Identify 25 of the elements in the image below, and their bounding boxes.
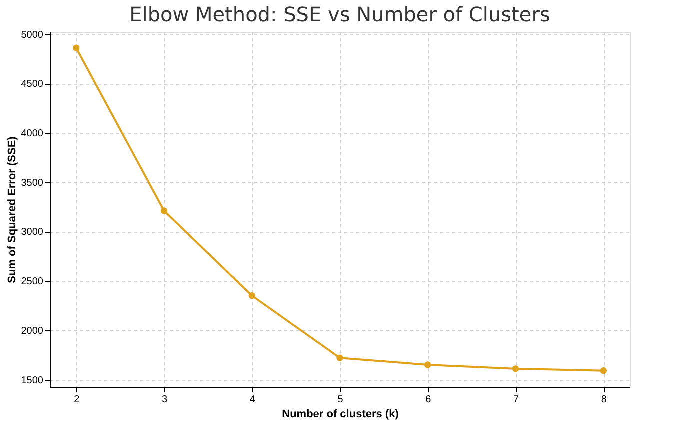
- x-tick-label: 6: [426, 394, 432, 406]
- chart-title: Elbow Method: SSE vs Number of Clusters: [130, 2, 550, 26]
- point: [336, 354, 344, 362]
- point: [600, 368, 607, 374]
- y-tick-label: 2500: [21, 276, 44, 288]
- x-axis-title: Number of clusters (k): [282, 408, 400, 420]
- y-tick-label: 3500: [21, 178, 44, 189]
- point: [160, 208, 168, 214]
- y-tick-label: 3000: [21, 227, 44, 238]
- y-tick-label: 1500: [21, 375, 44, 386]
- y-axis-title: Sum of Squared Error (SSE): [6, 136, 18, 284]
- x-tick-label: 2: [74, 394, 80, 406]
- point: [73, 44, 80, 52]
- x-tick-label: 7: [513, 394, 520, 406]
- x-tick-label: 8: [601, 394, 608, 406]
- point: [512, 366, 520, 372]
- x-tick-label: 5: [338, 394, 344, 406]
- y-tick-label: 2000: [21, 326, 44, 337]
- x-tick-label: 4: [250, 394, 256, 406]
- y-tick-label: 4500: [21, 79, 44, 90]
- x-tick-label: 3: [162, 394, 168, 406]
- y-tick-label: 4000: [21, 128, 44, 140]
- point: [248, 292, 256, 300]
- y-tick-label: 5000: [21, 30, 44, 41]
- point: [424, 362, 432, 368]
